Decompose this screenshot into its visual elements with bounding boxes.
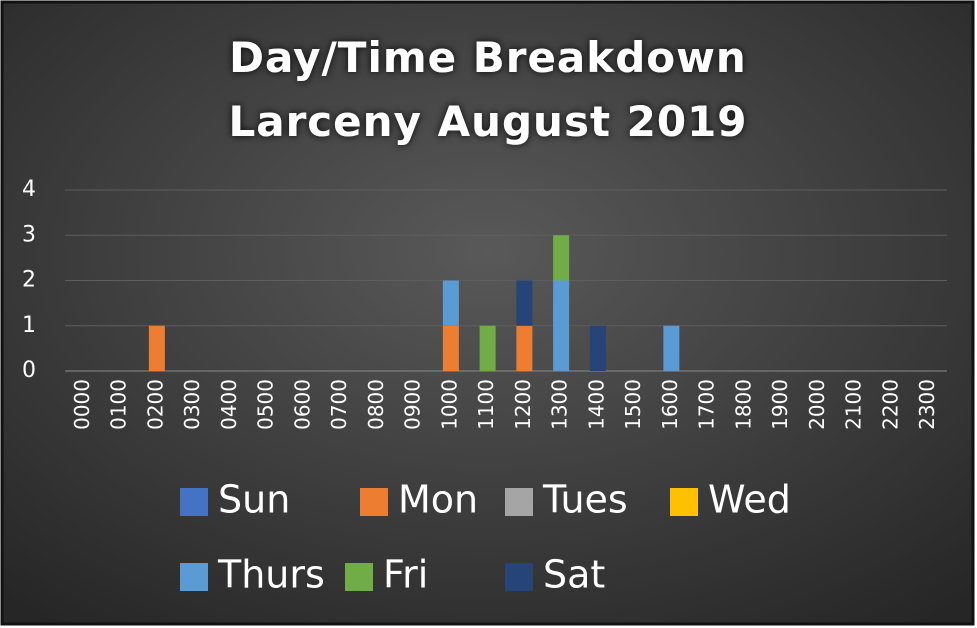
bar-segment (553, 280, 570, 371)
legend-swatch (180, 488, 208, 516)
x-tick-label: 0900 (401, 379, 425, 430)
legend-label: Mon (398, 478, 478, 522)
x-tick-label: 2000 (805, 379, 829, 430)
legend-swatch (345, 563, 373, 591)
bar-segment (442, 280, 459, 326)
x-tick-label: 1800 (731, 379, 755, 430)
bar-segment (516, 325, 533, 371)
x-tick-label: 0400 (217, 379, 241, 430)
y-tick-label: 1 (22, 313, 36, 338)
x-tick-label: 2300 (915, 379, 939, 430)
legend-label: Tues (542, 478, 628, 522)
legend-swatch (505, 488, 533, 516)
x-tick-label: 1600 (658, 379, 682, 430)
x-tick-label: 0700 (327, 379, 351, 430)
legend-label: Thurs (217, 553, 325, 597)
bar-segment (148, 325, 165, 371)
bar-segment (516, 280, 533, 326)
y-tick-label: 3 (22, 222, 36, 247)
chart-title: Larceny August 2019 (228, 97, 747, 146)
bar-segment (479, 325, 496, 371)
legend-label: Sat (543, 553, 605, 597)
legend-label: Wed (708, 478, 791, 522)
x-tick-label: 1200 (511, 379, 535, 430)
x-tick-label: 1400 (584, 379, 608, 430)
x-tick-label: 0600 (290, 379, 314, 430)
chart-title: Day/Time Breakdown (229, 33, 747, 82)
x-tick-label: 1700 (695, 379, 719, 430)
y-tick-label: 2 (22, 268, 36, 293)
x-tick-label: 1100 (474, 379, 498, 430)
x-tick-label: 0200 (143, 379, 167, 430)
legend-swatch (180, 563, 208, 591)
y-tick-label: 4 (22, 177, 36, 202)
x-tick-label: 0500 (254, 379, 278, 430)
x-tick-label: 0300 (180, 379, 204, 430)
x-tick-label: 2200 (878, 379, 902, 430)
x-tick-label: 0000 (70, 379, 94, 430)
legend-swatch (505, 563, 533, 591)
bar-segment (553, 235, 570, 281)
x-tick-label: 0100 (107, 379, 131, 430)
bar-segment (663, 325, 680, 371)
bar-segment (442, 325, 459, 371)
legend-swatch (670, 488, 698, 516)
x-tick-label: 1500 (621, 379, 645, 430)
bar-segment (589, 325, 606, 371)
legend-label: Sun (218, 478, 290, 522)
x-tick-label: 1900 (768, 379, 792, 430)
x-tick-label: 0800 (364, 379, 388, 430)
x-tick-label: 1300 (548, 379, 572, 430)
y-tick-label: 0 (22, 358, 36, 383)
legend-label: Fri (383, 553, 428, 597)
legend-swatch (360, 488, 388, 516)
x-tick-label: 1000 (437, 379, 461, 430)
x-tick-label: 2100 (842, 379, 866, 430)
